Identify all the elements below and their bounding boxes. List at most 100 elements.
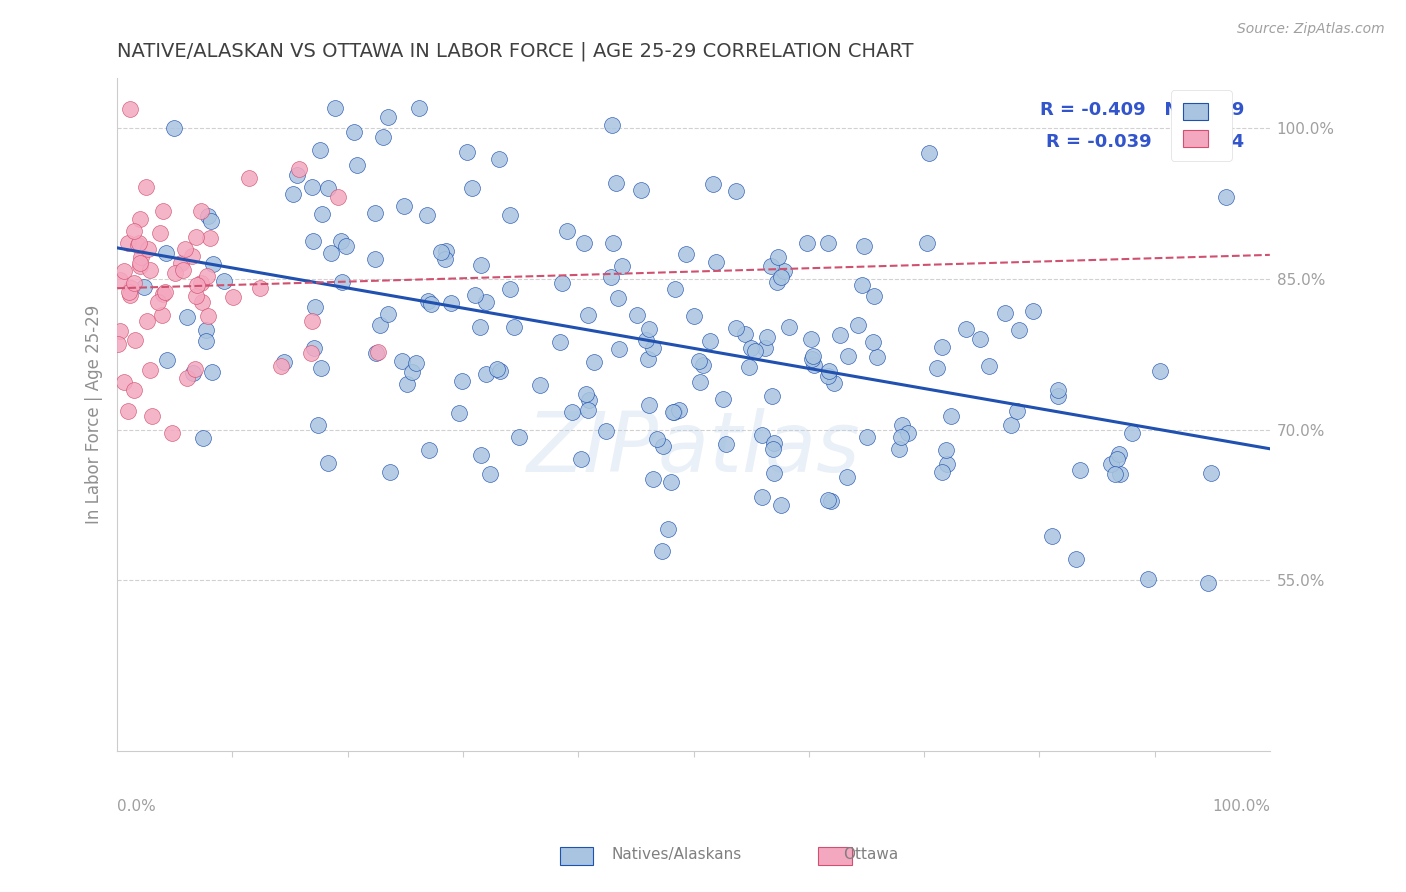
Point (800, 332, 823, 346)
Point (602, 118, 624, 132)
Point (650, 544, 672, 558)
Point (488, 152, 510, 166)
Point (762, 442, 785, 457)
Point (661, 405, 683, 419)
Text: Source: ZipAtlas.com: Source: ZipAtlas.com (1237, 22, 1385, 37)
Point (837, 349, 859, 363)
Point (309, 143, 332, 157)
Text: ZIPatlas: ZIPatlas (527, 408, 860, 489)
Point (186, 278, 208, 293)
Point (641, 341, 664, 355)
Point (561, 405, 583, 419)
Point (578, 393, 600, 408)
Y-axis label: In Labor Force | Age 25-29: In Labor Force | Age 25-29 (86, 305, 103, 524)
Point (392, 199, 415, 213)
Text: Natives/Alaskans: Natives/Alaskans (612, 847, 742, 862)
Point (447, 407, 470, 421)
Point (595, 425, 617, 439)
Point (835, 470, 858, 484)
Point (969, 332, 991, 346)
Point (470, 258, 492, 272)
Point (761, 259, 783, 273)
Point (915, 236, 938, 251)
Point (377, 307, 399, 321)
Point (364, 345, 387, 359)
Point (817, 235, 839, 250)
Point (555, 224, 578, 238)
Point (110, 272, 132, 286)
Point (734, 327, 756, 342)
Point (1149, 364, 1171, 378)
Point (652, 438, 675, 452)
Point (129, 256, 152, 270)
Point (1022, 304, 1045, 318)
Point (434, 244, 457, 258)
Point (668, 402, 690, 417)
Point (801, 351, 824, 366)
Point (754, 341, 776, 355)
Point (548, 334, 571, 349)
Point (925, 361, 948, 376)
Point (378, 465, 401, 479)
Point (401, 365, 423, 379)
Point (371, 129, 394, 144)
Point (152, 309, 174, 323)
Point (198, 230, 221, 244)
Point (470, 448, 492, 462)
Point (725, 184, 748, 198)
Point (502, 320, 524, 334)
Point (1064, 552, 1087, 566)
Point (756, 330, 779, 344)
Point (110, 324, 132, 338)
Point (418, 442, 440, 457)
Point (464, 288, 486, 302)
Point (195, 269, 218, 284)
Point (1137, 572, 1160, 586)
Point (1199, 466, 1222, 480)
Point (796, 235, 818, 250)
Point (273, 355, 295, 369)
Point (117, 403, 139, 417)
Point (346, 158, 368, 172)
Point (699, 334, 721, 348)
Point (1047, 389, 1070, 403)
Point (891, 417, 914, 432)
Point (304, 341, 326, 355)
Point (419, 297, 441, 311)
Point (468, 320, 491, 334)
Point (683, 309, 706, 323)
Point (191, 295, 214, 310)
Point (846, 318, 869, 333)
Point (499, 282, 522, 296)
Point (641, 472, 664, 486)
Point (461, 180, 484, 194)
Point (309, 361, 332, 376)
Point (820, 494, 842, 508)
Point (763, 466, 786, 480)
Point (605, 176, 627, 190)
Point (200, 213, 222, 227)
Point (917, 145, 939, 160)
Point (107, 337, 129, 351)
Point (688, 354, 710, 368)
Point (569, 451, 592, 466)
Point (576, 402, 599, 417)
Point (433, 252, 456, 266)
Point (725, 320, 748, 334)
Point (856, 430, 879, 444)
Point (319, 246, 342, 260)
Point (475, 295, 498, 310)
Point (136, 243, 159, 257)
Point (405, 356, 427, 370)
Point (364, 252, 387, 266)
Point (135, 179, 157, 194)
Point (129, 250, 152, 264)
Point (817, 368, 839, 383)
Point (323, 101, 346, 115)
Point (763, 436, 786, 450)
Point (751, 428, 773, 442)
Point (141, 409, 163, 424)
Point (440, 295, 463, 310)
Point (583, 355, 606, 369)
Point (118, 285, 141, 300)
